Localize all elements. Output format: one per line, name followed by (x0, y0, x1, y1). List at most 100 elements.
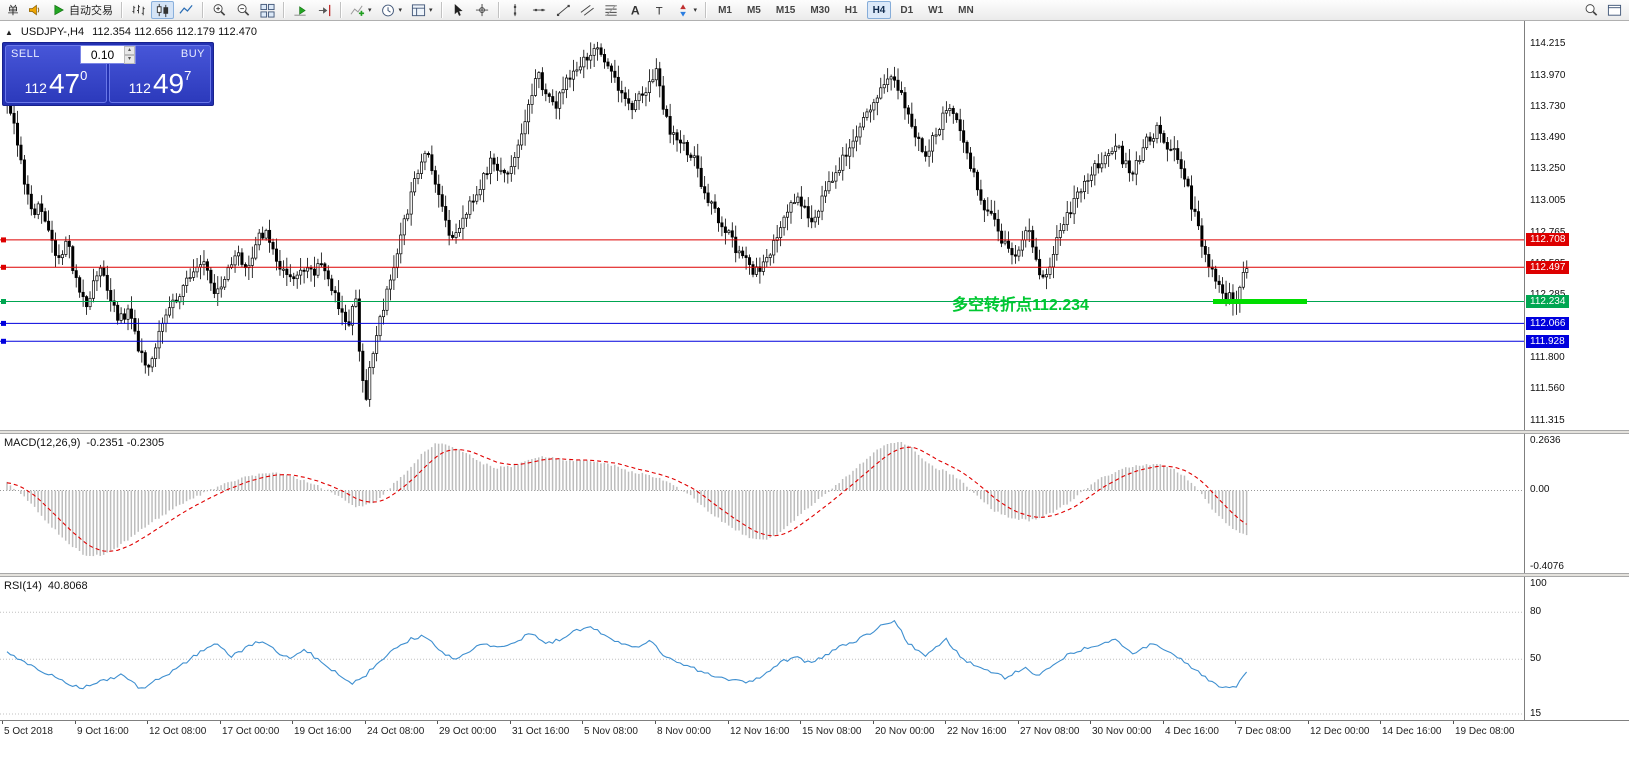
time-axis-tick (655, 721, 656, 724)
arrows-button[interactable]: ▾ (672, 1, 702, 19)
rsi-plot[interactable]: RSI(14) 40.8068 (0, 577, 1524, 720)
time-axis-tick (873, 721, 874, 724)
sell-label: SELL (11, 48, 40, 60)
periods-button[interactable]: ▾ (377, 1, 407, 19)
timeframe-D1-button[interactable]: D1 (900, 4, 914, 16)
window-icon (1607, 4, 1622, 16)
timeframe-H1-button[interactable]: H1 (844, 4, 858, 16)
tile-windows-button[interactable] (256, 1, 279, 19)
symbol-period-label: USDJPY-,H4 (20, 26, 85, 38)
time-axis-label: 29 Oct 00:00 (439, 726, 497, 737)
time-axis-label: 14 Dec 16:00 (1382, 726, 1442, 737)
time-axis-label: 12 Oct 08:00 (149, 726, 207, 737)
time-axis-tick (1380, 721, 1381, 724)
horizontal-line-button[interactable] (528, 1, 551, 19)
text-button[interactable]: A (624, 1, 647, 19)
templates-button[interactable]: ▾ (407, 1, 437, 19)
text-label-button[interactable]: T (648, 1, 671, 19)
time-axis-tick (1453, 721, 1454, 724)
lot-increase-button[interactable]: ▴ (124, 46, 135, 55)
alerts-button[interactable] (24, 1, 47, 19)
autotrading-icon (54, 4, 64, 15)
status-strip (0, 740, 1629, 767)
ohlc-values-label: 112.354 112.656 112.179 112.470 (92, 26, 258, 38)
bar-chart-button[interactable] (127, 1, 150, 19)
time-axis[interactable]: 5 Oct 2018 9 Oct 16:00 12 Oct 08:00 17 Oct … (0, 720, 1629, 740)
candlestick-chart-button[interactable] (151, 1, 174, 19)
bar-chart-icon (132, 4, 145, 15)
crosshair-button[interactable] (471, 1, 494, 19)
cursor-icon (454, 3, 463, 16)
time-axis-tick (75, 721, 76, 724)
time-axis-label: 31 Oct 16:00 (512, 726, 570, 737)
hline-handle[interactable] (1, 264, 6, 270)
equidistant-channel-button[interactable] (576, 1, 599, 19)
time-axis-tick (365, 721, 366, 724)
time-axis-tick (220, 721, 221, 724)
time-axis-tick (800, 721, 801, 724)
macd-pane: MACD(12,26,9) -0.2351 -0.2305 0.2636 0.00 -… (0, 434, 1629, 573)
cursor-button[interactable] (447, 1, 470, 19)
time-axis-label: 24 Oct 08:00 (367, 726, 425, 737)
price-scale-label: 113.250 (1530, 163, 1566, 174)
search-button[interactable] (1580, 1, 1603, 19)
vertical-line-button[interactable] (504, 1, 527, 19)
rsi-line (6, 619, 1248, 690)
timeframe-M15-button[interactable]: M15 (775, 4, 796, 16)
timeframe-MN-button[interactable]: MN (958, 4, 974, 16)
hline-handle[interactable] (1, 320, 6, 326)
new-window-button[interactable] (1603, 1, 1626, 19)
pane-divider[interactable] (0, 430, 1629, 434)
price-chart[interactable] (0, 21, 1524, 430)
toolbar-separator (283, 2, 285, 18)
timeframe-M5-button[interactable]: M5 (746, 4, 761, 16)
rsi-scale-label: 50 (1530, 653, 1542, 664)
pane-divider[interactable] (0, 573, 1629, 577)
chart-shift-button[interactable] (313, 1, 336, 19)
price-level-badge: 112.066 (1526, 317, 1570, 330)
hline-handle[interactable] (1, 237, 6, 243)
main-chart-plot[interactable]: ▲ USDJPY-,H4 112.354 112.656 112.179 112… (0, 21, 1524, 430)
rsi-scale[interactable]: 100 80 50 15 (1524, 577, 1628, 720)
timeframe-M30-button[interactable]: M30 (810, 4, 830, 16)
autotrading-button[interactable]: 自动交易 (48, 1, 117, 19)
macd-scale[interactable]: 0.2636 0.00 -0.4076 (1524, 434, 1628, 573)
toolbar-separator (497, 2, 500, 18)
toolbar-separator (121, 2, 123, 18)
lot-decrease-button[interactable]: ▾ (124, 55, 135, 64)
indicators-button[interactable]: ▾ (346, 1, 376, 19)
time-axis-label: 5 Nov 08:00 (584, 726, 638, 737)
price-scale-label: 113.970 (1530, 70, 1566, 81)
time-axis-tick (437, 721, 438, 724)
rsi-scale-label: 15 (1530, 708, 1542, 719)
macd-plot[interactable]: MACD(12,26,9) -0.2351 -0.2305 (0, 434, 1524, 573)
fibonacci-button[interactable] (600, 1, 623, 19)
rsi-chart[interactable] (0, 577, 1524, 720)
sell-button[interactable]: SELL 112470 (5, 45, 107, 103)
one-click-toggle-icon[interactable]: ▲ (5, 27, 13, 37)
hline-handle[interactable] (1, 299, 6, 304)
time-axis-label: 27 Nov 08:00 (1020, 726, 1080, 737)
zoom-out-button[interactable] (232, 1, 255, 19)
timeframe-W1-button[interactable]: W1 (928, 4, 944, 16)
zoom-in-button[interactable] (208, 1, 231, 19)
svg-text:T: T (655, 5, 662, 17)
lot-size-input[interactable] (80, 45, 136, 64)
time-axis-tick (292, 721, 293, 724)
dropdown-caret-icon: ▾ (693, 7, 698, 14)
auto-scroll-icon (294, 5, 306, 16)
menu-button[interactable]: 单 (3, 1, 23, 19)
line-chart-button[interactable] (175, 1, 198, 19)
timeframe-H4-button[interactable]: H4 (866, 1, 892, 19)
time-axis-label: 4 Dec 16:00 (1165, 726, 1219, 737)
price-scale[interactable]: 114.215 113.970 113.730 113.490 113.250 113.0… (1524, 21, 1628, 430)
toolbar-right-group (1580, 1, 1626, 19)
time-axis-label: 30 Nov 00:00 (1092, 726, 1152, 737)
auto-scroll-button[interactable] (289, 1, 312, 19)
macd-chart[interactable] (0, 434, 1524, 573)
timeframe-M1-button[interactable]: M1 (718, 4, 732, 16)
trendline-button[interactable] (552, 1, 575, 19)
dropdown-caret-icon: ▾ (398, 7, 403, 14)
horn-icon (29, 4, 40, 15)
hline-handle[interactable] (1, 338, 6, 344)
